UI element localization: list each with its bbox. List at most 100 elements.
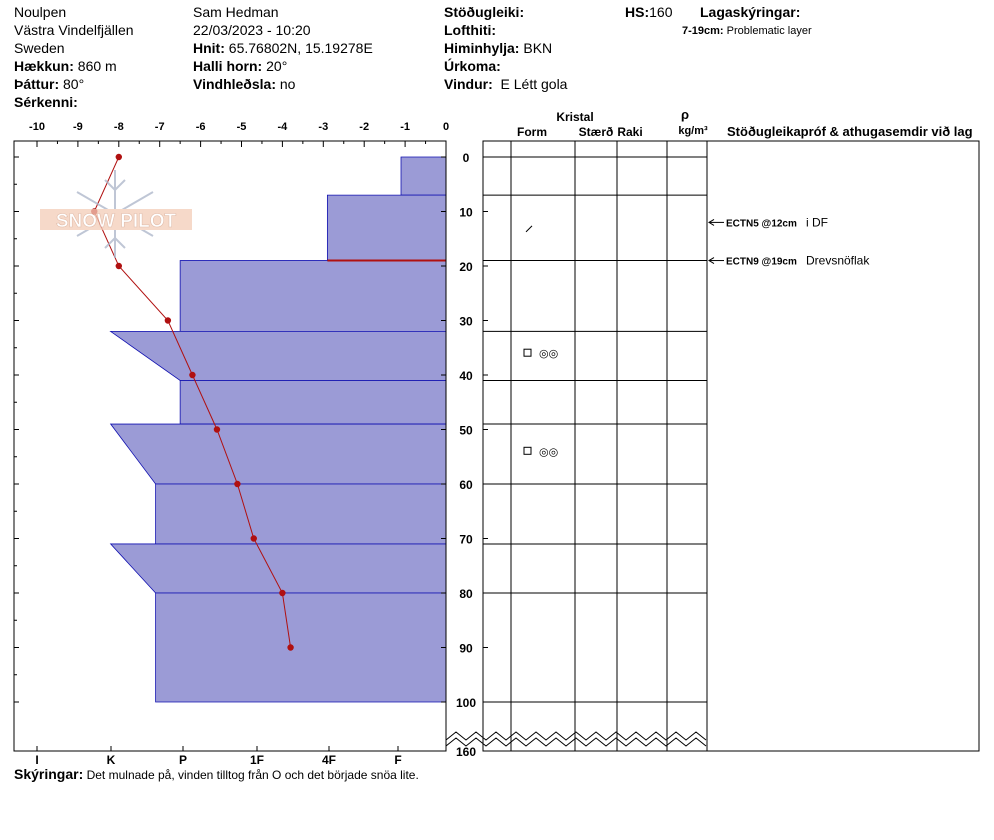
temp-tick-label-2: -8 [114, 121, 124, 133]
stability-row: Stöðugleiki: [444, 3, 524, 21]
temp-tick-label-4: -6 [196, 121, 206, 133]
hardness-label-3: 1F [250, 753, 264, 767]
temp-tick-label-7: -3 [318, 121, 328, 133]
temperature-point-7 [250, 535, 257, 542]
crystal-form-mark-1 [523, 348, 532, 357]
windload-row: Vindhleðsla: no [193, 75, 295, 93]
temp-tick-label-0: -10 [29, 121, 45, 133]
crystal-form-extra-1: ◎◎ [539, 348, 558, 360]
region-name: Västra Vindelfjällen [14, 22, 134, 38]
elevation-row: Hækkun: 860 m [14, 57, 117, 75]
crystal-form-mark-0 [525, 225, 533, 233]
hardness-label-0: I [35, 753, 38, 767]
location-name: Noulpen [14, 4, 67, 20]
hardness-label-5: F [394, 753, 401, 767]
moisture-header: Raki [617, 125, 642, 139]
slope-label: Halli horn: [193, 58, 263, 74]
hardness-layer-3 [109, 330, 447, 381]
crystal-header: Kristal [556, 110, 593, 124]
coords-label: Hnit: [193, 40, 225, 56]
crystal-table-frame [482, 140, 980, 752]
temp-tick-label-8: -2 [359, 121, 369, 133]
depth-label-8: 80 [459, 587, 473, 601]
wind-label: Vindur: [444, 76, 493, 92]
temperature-line [93, 156, 292, 648]
sky-row: Himinhylja: BKN [444, 39, 552, 57]
footer-notes: Skýringar: Det mulnade på, vinden tillto… [14, 766, 419, 782]
temperature-point-0 [115, 153, 123, 161]
rho-header: ρ [681, 107, 689, 122]
temp-tick-label-3: -7 [155, 121, 165, 133]
temperature-point-6 [234, 480, 241, 488]
stability-label: Stöðugleiki: [444, 4, 525, 20]
wind-value: E Létt gola [500, 76, 568, 92]
features-row: Sérkenni: [14, 93, 78, 111]
size-header: Stærð [579, 125, 614, 139]
airtemp-row: Lofthiti: [444, 21, 496, 39]
temperature-point-2 [115, 262, 123, 270]
test-comment-0: i DF [806, 215, 828, 229]
crystal-form-extra-2: ◎◎ [539, 446, 558, 458]
depth-label-1: 10 [459, 206, 473, 220]
hs-label: HS: [625, 4, 650, 20]
hardness-layer-6 [155, 483, 447, 545]
hardness-label-1: K [107, 753, 116, 767]
test-arrow-head-0 [708, 218, 715, 226]
coords-value: 65.76802N, 15.19278E [228, 40, 373, 56]
hardness-layer-2 [179, 260, 447, 332]
profile-frame [13, 140, 447, 752]
hardness-layer-8 [155, 592, 447, 703]
hs-row: HS:160 [625, 3, 672, 21]
layer-note-text: Problematic layer [726, 25, 812, 37]
depth-label-10: 100 [456, 696, 476, 710]
depth-label-3: 30 [459, 315, 473, 329]
layer-note: 7-19cm: Problematic layer [682, 22, 812, 40]
hardness-layer-5 [109, 423, 447, 485]
footer-label: Skýringar: [14, 766, 84, 782]
temperature-point-4 [189, 371, 196, 379]
observer-name: Sam Hedman [193, 4, 279, 20]
crystal-form-mark-2 [523, 446, 532, 455]
layer-notes-label: Lagaskýringar: [700, 4, 801, 20]
temp-tick-label-9: -1 [400, 121, 410, 133]
temperature-point-8 [279, 589, 286, 597]
hardness-label-2: P [179, 753, 187, 767]
footer-text: Det mulnade på, vinden tilltog från O oc… [86, 768, 419, 782]
slope-value: 20° [266, 58, 288, 74]
test-code-1: ECTN9 @19cm [726, 257, 797, 268]
elevation-label: Hækkun: [14, 58, 74, 74]
test-code-0: ECTN5 @12cm [726, 218, 797, 229]
coords-row: Hnit: 65.76802N, 15.19278E [193, 39, 373, 57]
precip-row: Úrkoma: [444, 57, 501, 75]
airtemp-label: Lofthiti: [444, 22, 497, 38]
axis-break-upper [445, 731, 707, 741]
temperature-point-9 [287, 644, 294, 651]
temp-tick-label-6: -4 [278, 121, 289, 133]
country-name: Sweden [14, 40, 65, 56]
sky-value: BKN [523, 40, 553, 56]
depth-label-11: 160 [456, 745, 476, 759]
aspect-value: 80° [63, 76, 85, 92]
hardness-layer-1 [326, 194, 447, 261]
windload-label: Vindhleðsla: [193, 76, 276, 92]
windload-value: no [279, 76, 296, 92]
temperature-point-3 [164, 317, 172, 324]
layer-note-range: 7-19cm: [682, 25, 724, 37]
hardness-layer-4 [179, 380, 447, 425]
density-unit-header: kg/m³ [678, 125, 708, 137]
precip-label: Úrkoma: [444, 58, 501, 74]
tests-header: Stöðugleikapróf & athugasemdir við lag [727, 124, 973, 139]
depth-label-2: 20 [459, 260, 473, 274]
depth-label-9: 90 [459, 642, 473, 656]
depth-label-5: 50 [459, 424, 473, 438]
hardness-label-4: 4F [322, 753, 336, 767]
aspect-row: Þáttur: 80° [14, 75, 84, 93]
observation-datetime: 22/03/2023 - 10:20 [193, 22, 311, 38]
form-header: Form [517, 125, 547, 139]
snow-pilot-logo-text: SNOW PILOT [56, 211, 177, 232]
aspect-label: Þáttur: [14, 76, 60, 92]
axis-break-lower [445, 737, 707, 747]
temp-tick-label-10: 0 [443, 121, 449, 133]
wind-row: Vindur: E Létt gola [444, 75, 567, 93]
